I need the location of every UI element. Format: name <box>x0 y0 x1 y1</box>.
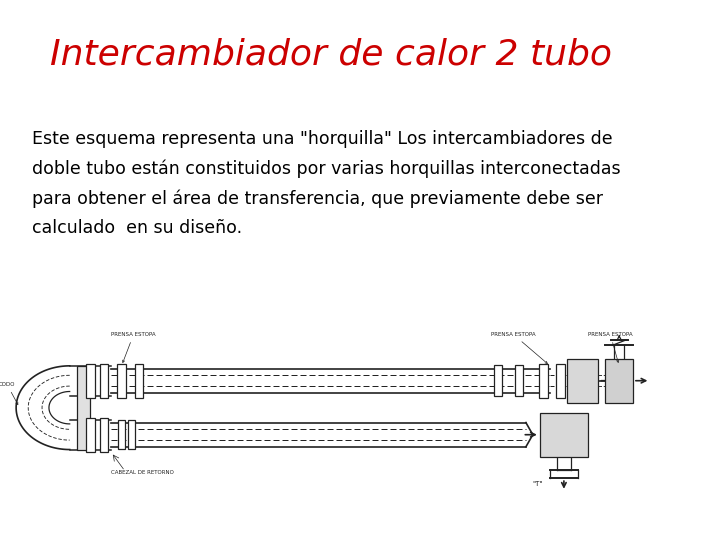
Bar <box>100 418 109 451</box>
Text: Este esquema representa una "horquilla" Los intercambiadores de: Este esquema representa una "horquilla" … <box>32 130 613 147</box>
Bar <box>606 359 633 403</box>
Text: "T": "T" <box>533 481 544 487</box>
Bar <box>135 364 143 397</box>
Text: para obtener el área de transferencia, que previamente debe ser: para obtener el área de transferencia, q… <box>32 189 603 207</box>
Bar <box>539 364 548 397</box>
Bar <box>86 418 94 451</box>
Bar <box>118 420 125 449</box>
Bar <box>515 365 523 396</box>
Bar <box>117 364 126 397</box>
Text: PRENSA ESTOPA: PRENSA ESTOPA <box>111 332 156 362</box>
Bar <box>128 420 135 449</box>
Text: Intercambiador de calor 2 tubo: Intercambiador de calor 2 tubo <box>50 38 613 72</box>
Bar <box>540 413 588 457</box>
Text: PRENSA ESTOPA: PRENSA ESTOPA <box>491 332 547 363</box>
Bar <box>100 364 109 397</box>
Text: CODO: CODO <box>0 382 18 404</box>
Bar <box>86 364 94 397</box>
Text: doble tubo están constituidos por varias horquillas interconectadas: doble tubo están constituidos por varias… <box>32 159 621 178</box>
Bar <box>556 364 565 397</box>
Text: PRENSA ESTOPA: PRENSA ESTOPA <box>588 332 633 362</box>
Text: calculado  en su diseño.: calculado en su diseño. <box>32 219 243 237</box>
Text: CABEZAL DE RETORNO: CABEZAL DE RETORNO <box>111 470 174 475</box>
Bar <box>567 359 598 403</box>
Bar <box>76 366 91 449</box>
Bar <box>494 365 503 396</box>
